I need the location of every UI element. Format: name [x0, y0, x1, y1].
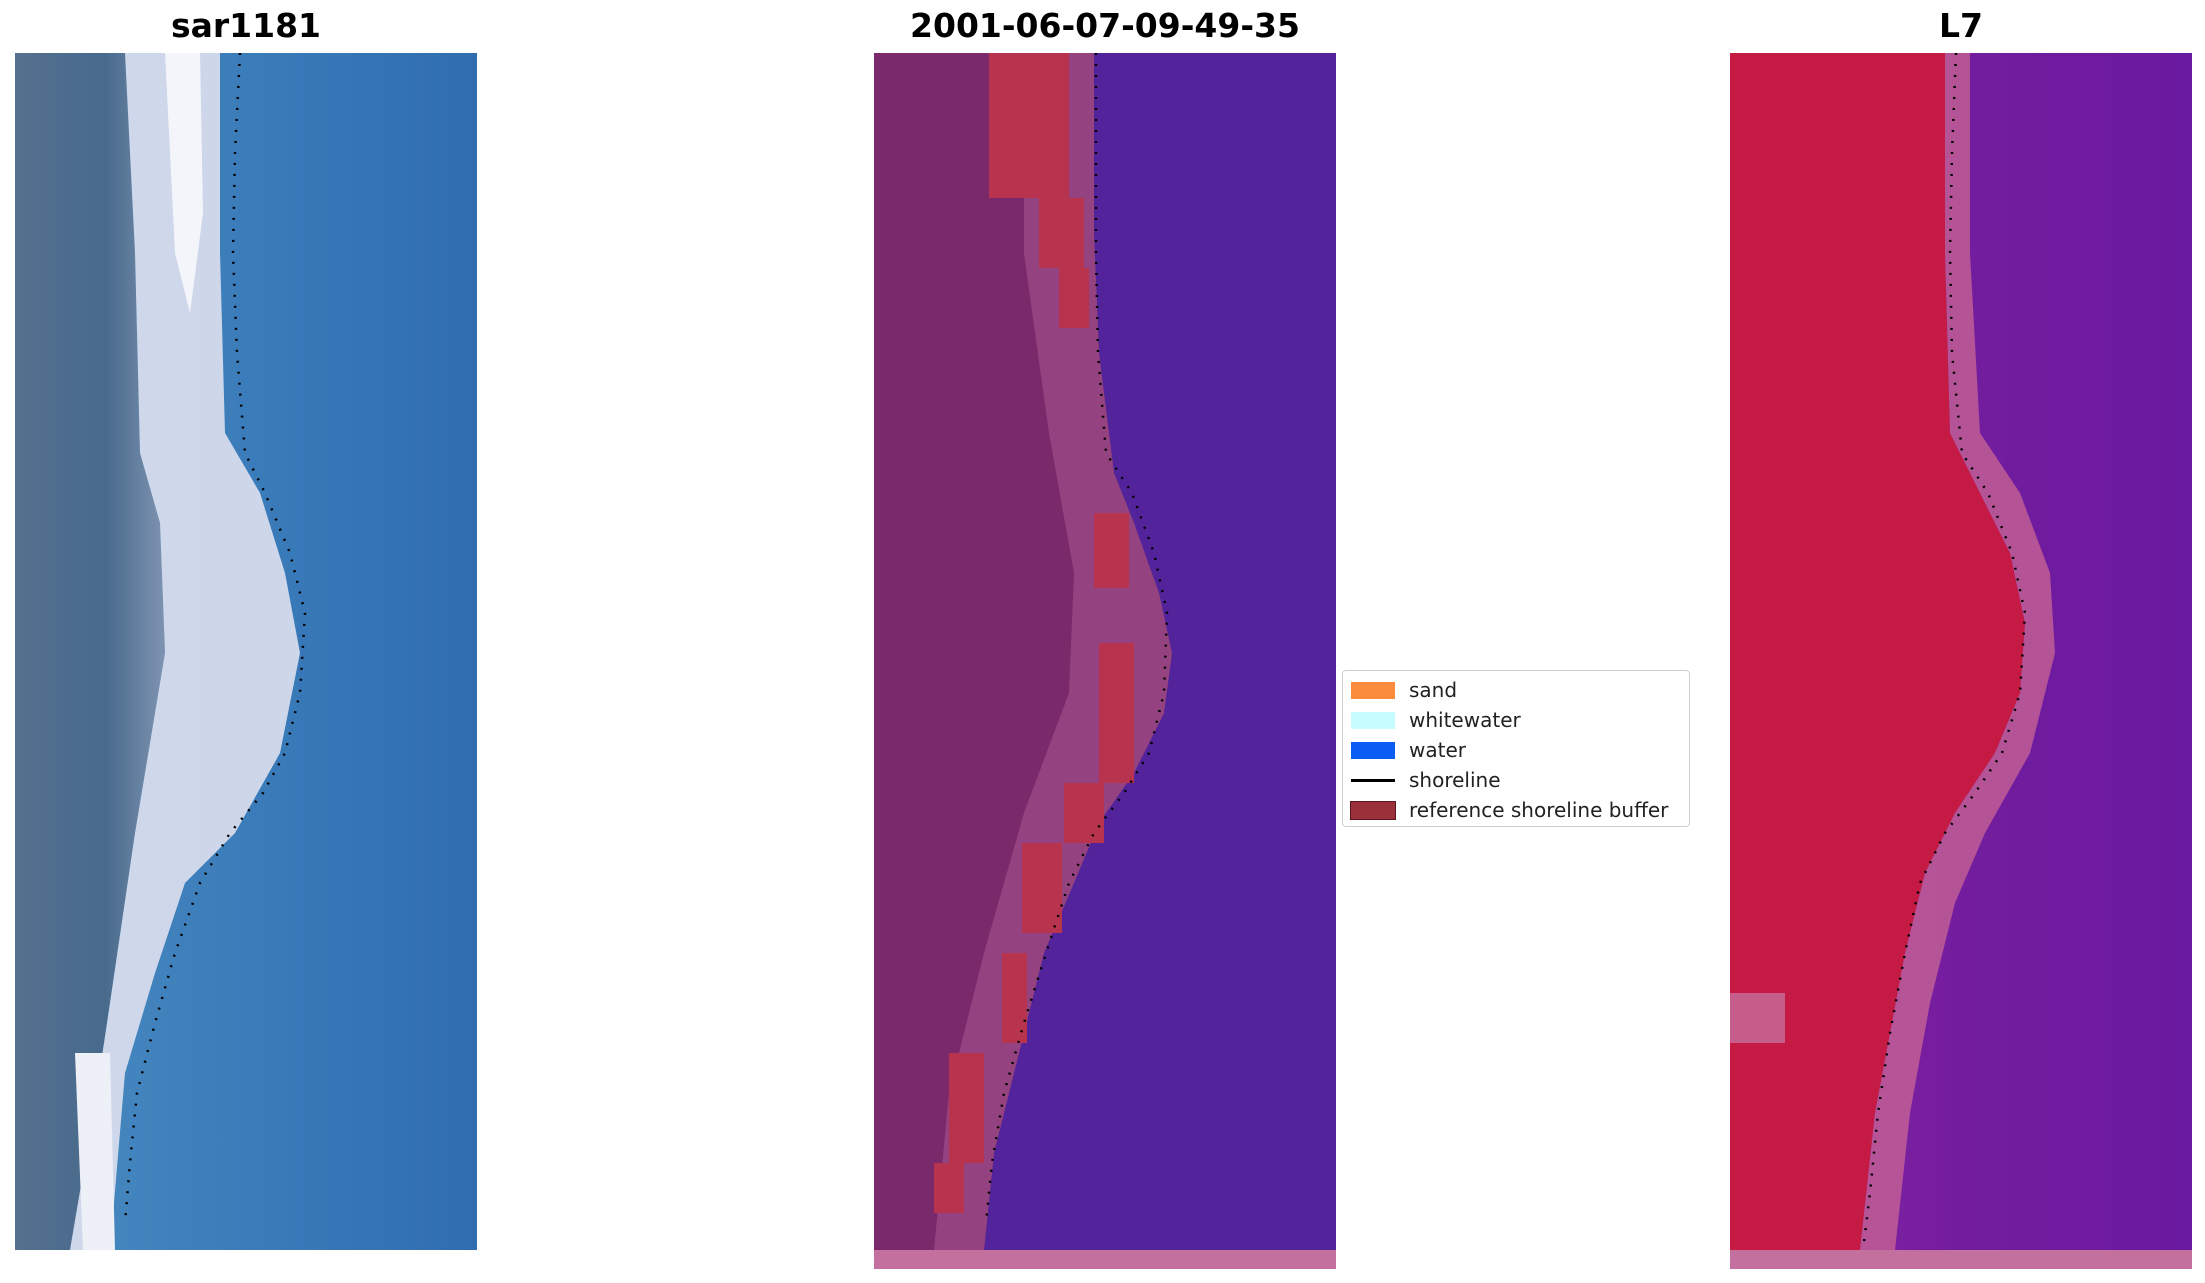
rgb-land-area: [15, 53, 165, 1250]
legend-item-water: water: [1351, 736, 1466, 764]
class-bottom-strip: [874, 1250, 1336, 1269]
legend-label-whitewater: whitewater: [1409, 708, 1521, 732]
swir-panel: [1730, 53, 2192, 1269]
class-land-edge: [934, 53, 1172, 1250]
class-buffer-10: [934, 1163, 964, 1213]
rgb-image-panel: [15, 53, 477, 1250]
legend-item-whitewater: whitewater: [1351, 706, 1521, 734]
legend-label-sand: sand: [1409, 678, 1458, 702]
class-buffer-9: [949, 1053, 984, 1163]
rgb-image: [15, 53, 477, 1250]
class-buffer-2: [1039, 198, 1084, 268]
legend-swatch-reference-buffer: [1350, 800, 1396, 820]
classification-image: [874, 53, 1336, 1269]
rgb-beach-bright: [165, 53, 203, 313]
rgb-shoreline: [123, 53, 307, 1224]
class-buffer-3: [1059, 268, 1089, 328]
panel-title-rgb: sar1181: [170, 6, 322, 45]
classification-panel: [874, 53, 1336, 1269]
legend-item-reference-buffer: reference shoreline buffer: [1350, 796, 1669, 824]
legend: sand whitewater water shoreline referenc…: [1342, 670, 1690, 827]
legend-swatch-sand: [1351, 681, 1395, 699]
legend-item-sand: sand: [1351, 676, 1457, 704]
rgb-beach-band: [70, 53, 300, 1250]
legend-label-shoreline: shoreline: [1409, 768, 1501, 792]
class-buffer-7: [1022, 843, 1062, 933]
panel-title-swir: L7: [1939, 6, 1983, 45]
swir-land-area: [1730, 53, 2025, 1250]
panel-title-classification: 2001-06-07-09-49-35: [910, 6, 1300, 45]
swir-beach-band: [1860, 53, 2055, 1250]
legend-swatch-whitewater: [1351, 711, 1395, 729]
swir-image: [1730, 53, 2192, 1269]
class-buffer-8: [1002, 953, 1027, 1043]
rgb-beach-bright-lower: [75, 1053, 115, 1250]
legend-line-shoreline: [1351, 778, 1395, 782]
legend-item-shoreline: shoreline: [1351, 766, 1501, 794]
legend-swatch-water: [1351, 741, 1395, 759]
swir-land-patch: [1730, 993, 1785, 1043]
swir-bottom-strip: [1730, 1250, 2192, 1269]
class-buffer-4: [1094, 513, 1129, 588]
legend-label-water: water: [1409, 738, 1466, 762]
legend-label-reference-buffer: reference shoreline buffer: [1409, 798, 1669, 822]
class-buffer-5: [1099, 643, 1134, 783]
class-buffer-1: [989, 53, 1069, 198]
class-buffer-6: [1064, 783, 1104, 843]
